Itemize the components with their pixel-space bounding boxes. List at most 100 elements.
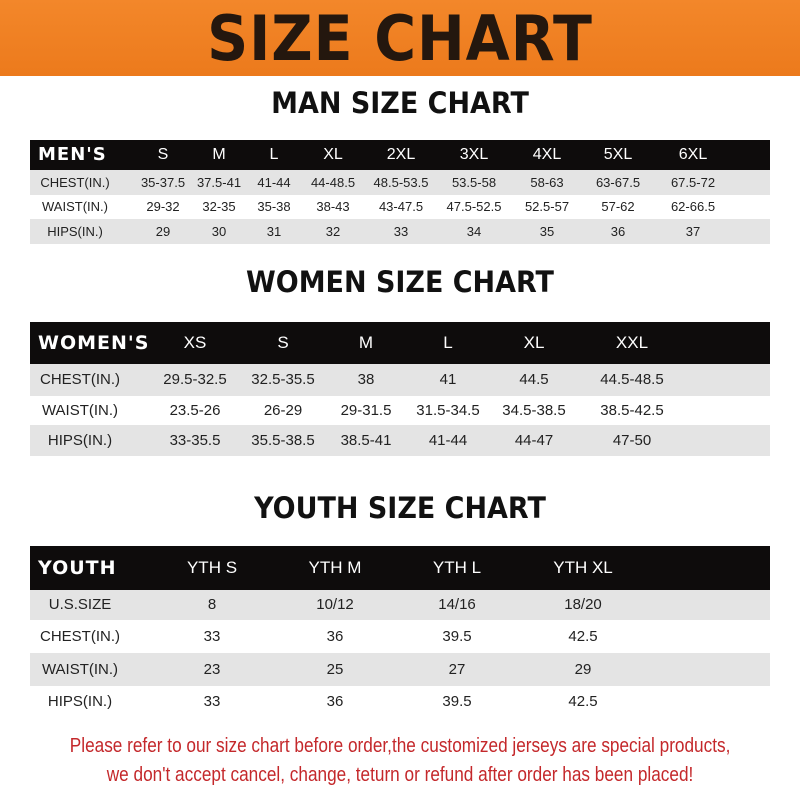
table-cell: 44.5-48.5 <box>600 371 664 388</box>
table-cell: 18/20 <box>564 596 602 613</box>
table-cell: 41-44 <box>257 175 291 190</box>
table-cell: 32-35 <box>202 199 236 214</box>
size-column-header: XS <box>183 333 207 352</box>
table-cell: 39.5 <box>442 693 472 710</box>
table-cell: 53.5-58 <box>451 175 497 190</box>
table-cell: 35.5-38.5 <box>251 432 315 449</box>
table-cell: 32.5-35.5 <box>251 371 315 388</box>
table-cell: 10/12 <box>316 596 354 613</box>
table-cell: 8 <box>207 596 217 613</box>
measurement-label: CHEST(IN.) <box>40 628 120 645</box>
size-column-header: XL <box>323 146 343 163</box>
measurement-label: HIPS(IN.) <box>47 224 103 239</box>
table-cell: 31.5-34.5 <box>416 402 480 419</box>
table-label: YOUTH <box>38 557 117 579</box>
table-row: HIPS(IN.) 29 30 31 32 33 34 35 36 37 <box>30 219 770 244</box>
table-cell: 42.5 <box>568 693 598 710</box>
size-column-header: YTH L <box>432 558 482 577</box>
measurement-label: WAIST(IN.) <box>41 402 119 419</box>
size-column-header: 6XL <box>678 146 708 163</box>
table-row: HIPS(IN.) 33-35.5 35.5-38.5 38.5-41 41-44 44-… <box>30 425 770 456</box>
measurement-label: WAIST(IN.) <box>42 199 108 214</box>
size-column-header: L <box>269 146 279 163</box>
table-row: HIPS(IN.) 33 36 39.5 42.5 <box>30 686 770 718</box>
table-cell: 38 <box>357 371 375 388</box>
size-column-header: S <box>277 333 289 352</box>
table-cell: 23 <box>203 661 221 678</box>
measurement-label: HIPS(IN.) <box>47 432 113 449</box>
table-row: CHEST(IN.) 35-37.5 37.5-41 41-44 44-48.5 48.5… <box>30 170 770 195</box>
table-cell: 35 <box>539 224 555 239</box>
table-cell: 41 <box>439 371 457 388</box>
table-cell: 38.5-42.5 <box>600 402 664 419</box>
table-row: U.S.SIZE 8 10/12 14/16 18/20 <box>30 590 770 620</box>
men-header-row: MEN'S S M L XL 2XL 3XL 4XL 5XL 6XL <box>30 140 770 170</box>
size-column-header: XL <box>523 333 545 352</box>
table-cell: 33 <box>393 224 409 239</box>
banner-title: SIZE CHART <box>207 2 593 75</box>
table-cell: 29 <box>574 661 592 678</box>
table-cell: 35-38 <box>257 199 291 214</box>
table-cell: 29 <box>155 224 171 239</box>
size-column-header: 2XL <box>386 146 416 163</box>
table-cell: 42.5 <box>568 628 598 645</box>
size-column-header: 3XL <box>459 146 489 163</box>
table-label: MEN'S <box>38 144 107 165</box>
size-column-header: 5XL <box>603 146 633 163</box>
table-cell: 44-47 <box>514 432 554 449</box>
table-cell: 36 <box>326 628 344 645</box>
size-column-header: 4XL <box>532 146 562 163</box>
table-cell: 27 <box>448 661 466 678</box>
table-cell: 29-32 <box>146 199 180 214</box>
table-cell: 47.5-52.5 <box>446 199 502 214</box>
size-column-header: YTH XL <box>553 558 613 577</box>
table-cell: 34.5-38.5 <box>502 402 566 419</box>
table-row: WAIST(IN.) 23 25 27 29 <box>30 653 770 686</box>
table-cell: 48.5-53.5 <box>373 175 429 190</box>
table-cell: 57-62 <box>601 199 635 214</box>
table-cell: 38-43 <box>316 199 350 214</box>
table-cell: 25 <box>326 661 344 678</box>
table-cell: 36 <box>610 224 626 239</box>
men-size-table: MEN'S S M L XL 2XL 3XL 4XL 5XL 6XL CHEST(IN.) 35-37… <box>30 140 770 244</box>
table-cell: 34 <box>466 224 482 239</box>
table-cell: 38.5-41 <box>340 432 392 449</box>
size-column-header: YTH S <box>186 558 238 577</box>
measurement-label: HIPS(IN.) <box>47 693 113 710</box>
table-cell: 33 <box>203 628 221 645</box>
table-cell: 37.5-41 <box>196 175 242 190</box>
disclaimer-line-1: Please refer to our size chart before or… <box>0 735 800 758</box>
table-cell: 63-67.5 <box>595 175 641 190</box>
table-cell: 33 <box>203 693 221 710</box>
table-cell: 36 <box>326 693 344 710</box>
table-cell: 58-63 <box>530 175 564 190</box>
table-cell: 35-37.5 <box>140 175 186 190</box>
table-cell: 14/16 <box>438 596 476 613</box>
table-cell: 44-48.5 <box>310 175 356 190</box>
table-cell: 23.5-26 <box>169 402 221 419</box>
table-cell: 29-31.5 <box>340 402 392 419</box>
women-section-title: WOMEN SIZE CHART <box>246 265 554 299</box>
table-cell: 30 <box>211 224 227 239</box>
size-column-header: XXL <box>615 333 649 352</box>
table-cell: 32 <box>325 224 341 239</box>
measurement-label: CHEST(IN.) <box>40 371 120 388</box>
measurement-label: CHEST(IN.) <box>40 175 110 190</box>
table-row: WAIST(IN.) 23.5-26 26-29 29-31.5 31.5-34.5 34… <box>30 396 770 425</box>
table-cell: 62-66.5 <box>670 199 716 214</box>
table-cell: 67.5-72 <box>670 175 716 190</box>
table-cell: 26-29 <box>263 402 303 419</box>
size-column-header: M <box>358 333 374 352</box>
disclaimer-line-2: we don't accept cancel, change, teturn o… <box>0 764 800 787</box>
size-column-header: YTH M <box>308 558 362 577</box>
table-cell: 52.5-57 <box>524 199 570 214</box>
size-column-header: L <box>443 333 453 352</box>
table-cell: 33-35.5 <box>169 432 221 449</box>
men-section-title: MAN SIZE CHART <box>271 86 529 120</box>
measurement-label: U.S.SIZE <box>48 596 112 613</box>
table-label: WOMEN'S <box>38 332 150 354</box>
size-column-header: M <box>212 146 226 163</box>
women-header-row: WOMEN'S XS S M L XL XXL <box>30 322 770 364</box>
women-size-table: WOMEN'S XS S M L XL XXL CHEST(IN.) 29.5-32.5 32.5… <box>30 322 770 456</box>
table-cell: 41-44 <box>428 432 468 449</box>
